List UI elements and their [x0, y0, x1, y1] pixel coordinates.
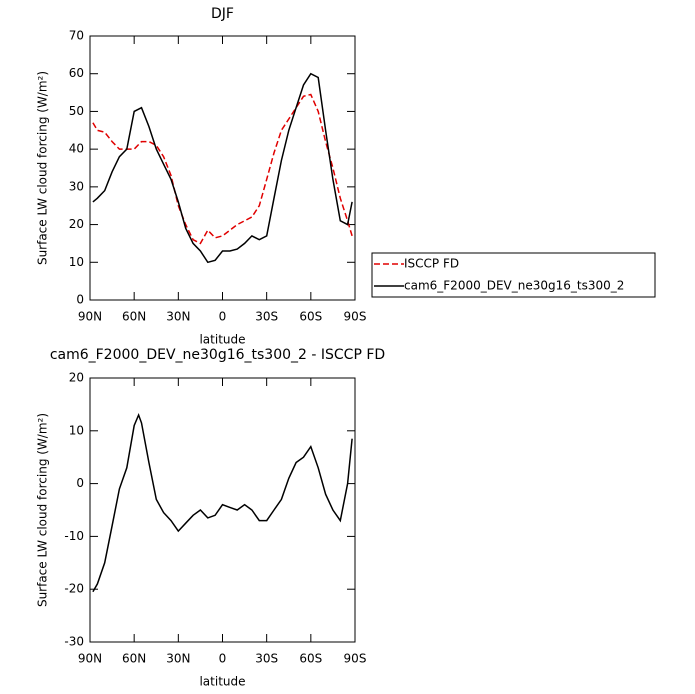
y-tick-label: 20: [69, 217, 84, 231]
x-tick-label: 30N: [166, 310, 190, 324]
y-axis-label: Surface LW cloud forcing (W/m²): [36, 71, 50, 265]
y-tick-label: -20: [64, 582, 84, 596]
y-axis-label: Surface LW cloud forcing (W/m²): [36, 413, 50, 607]
y-tick-label: 50: [69, 104, 84, 118]
data-line: [92, 412, 353, 593]
y-tick-label: 70: [69, 29, 84, 43]
x-axis-label: latitude: [199, 333, 245, 347]
x-tick-label: 90N: [78, 652, 102, 666]
x-tick-label: 30S: [255, 652, 278, 666]
chart-title: DJF: [211, 6, 234, 22]
x-tick-label: 0: [219, 310, 227, 324]
y-tick-label: -30: [64, 635, 84, 649]
y-tick-label: 0: [76, 476, 84, 490]
y-tick-label: -10: [64, 529, 84, 543]
x-tick-label: 90S: [344, 310, 367, 324]
chart-title: cam6_F2000_DEV_ne30g16_ts300_2 - ISCCP F…: [50, 347, 385, 363]
y-tick-label: 30: [69, 179, 84, 193]
y-tick-label: 0: [76, 293, 84, 307]
x-tick-label: 0: [219, 652, 227, 666]
x-tick-label: 30S: [255, 310, 278, 324]
legend-label: ISCCP FD: [404, 257, 459, 271]
x-tick-label: 60N: [122, 652, 146, 666]
x-axis-label: latitude: [199, 675, 245, 689]
y-tick-label: 10: [69, 423, 84, 437]
x-tick-label: 60S: [299, 310, 322, 324]
series-line: [92, 93, 353, 245]
legend-box: [371, 252, 656, 298]
y-tick-label: 40: [69, 142, 84, 156]
y-tick-label: 60: [69, 66, 84, 80]
x-tick-label: 90S: [344, 652, 367, 666]
x-tick-label: 30N: [166, 652, 190, 666]
y-tick-label: 20: [69, 371, 84, 385]
x-tick-label: 60N: [122, 310, 146, 324]
x-tick-label: 90N: [78, 310, 102, 324]
plot-frame: [89, 377, 356, 643]
y-tick-label: 10: [69, 255, 84, 269]
series-line: [92, 72, 353, 264]
x-tick-label: 60S: [299, 652, 322, 666]
legend-label: cam6_F2000_DEV_ne30g16_ts300_2: [404, 279, 624, 293]
